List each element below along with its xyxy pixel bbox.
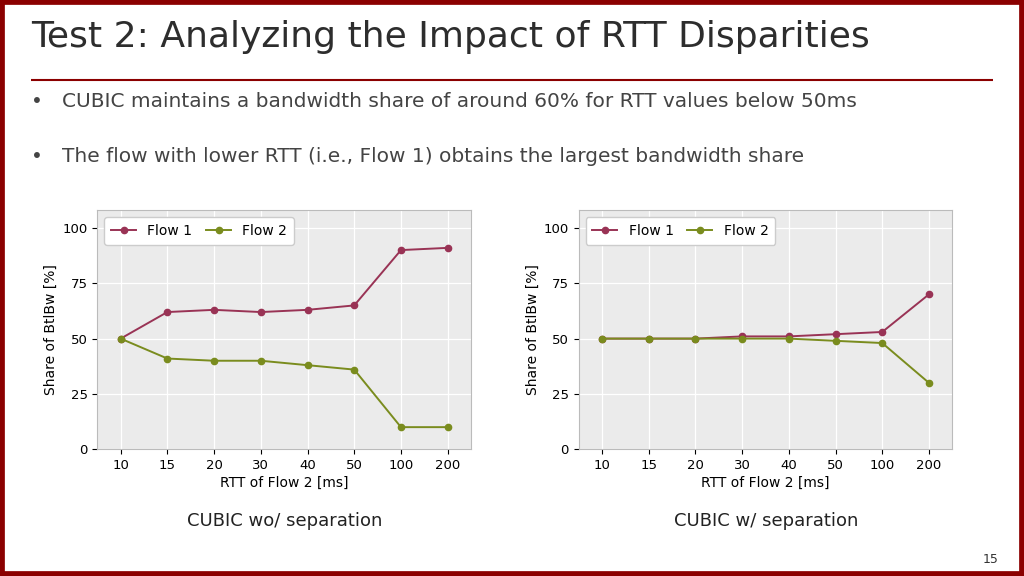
Flow 2	[301, 362, 313, 369]
Legend: Flow 1, Flow 2: Flow 1, Flow 2	[104, 217, 294, 245]
X-axis label: RTT of Flow 2 [ms]: RTT of Flow 2 [ms]	[220, 476, 348, 490]
Flow 2	[208, 357, 220, 364]
Flow 1	[596, 335, 608, 342]
Flow 1	[642, 335, 654, 342]
Flow 2	[829, 338, 842, 344]
Flow 1	[348, 302, 360, 309]
Flow 1	[115, 335, 127, 342]
Flow 2	[348, 366, 360, 373]
Y-axis label: Share of BtlBw [%]: Share of BtlBw [%]	[525, 264, 540, 395]
Text: 15: 15	[982, 552, 998, 566]
X-axis label: RTT of Flow 2 [ms]: RTT of Flow 2 [ms]	[701, 476, 829, 490]
Flow 1	[395, 247, 408, 253]
Flow 2	[255, 357, 267, 364]
Flow 1	[923, 291, 935, 298]
Flow 1	[255, 309, 267, 316]
Flow 1	[877, 328, 889, 335]
Flow 2	[782, 335, 795, 342]
Y-axis label: Share of BtlBw [%]: Share of BtlBw [%]	[44, 264, 58, 395]
Line: Flow 1: Flow 1	[118, 245, 451, 342]
Flow 2	[115, 335, 127, 342]
Flow 1	[829, 331, 842, 338]
Line: Flow 2: Flow 2	[599, 335, 932, 386]
Flow 2	[596, 335, 608, 342]
Flow 1	[208, 306, 220, 313]
Flow 2	[736, 335, 749, 342]
Line: Flow 2: Flow 2	[118, 335, 451, 430]
Flow 2	[441, 424, 454, 431]
Flow 1	[161, 309, 173, 316]
Flow 2	[877, 340, 889, 347]
Flow 1	[441, 244, 454, 251]
Flow 1	[689, 335, 701, 342]
Line: Flow 1: Flow 1	[599, 291, 932, 342]
Flow 2	[923, 380, 935, 386]
Text: Test 2: Analyzing the Impact of RTT Disparities: Test 2: Analyzing the Impact of RTT Disp…	[31, 20, 869, 54]
Text: CUBIC wo/ separation: CUBIC wo/ separation	[187, 512, 382, 530]
Flow 2	[642, 335, 654, 342]
Text: •   The flow with lower RTT (i.e., Flow 1) obtains the largest bandwidth share: • The flow with lower RTT (i.e., Flow 1)…	[31, 147, 804, 166]
Flow 1	[301, 306, 313, 313]
Text: CUBIC w/ separation: CUBIC w/ separation	[674, 512, 858, 530]
Legend: Flow 1, Flow 2: Flow 1, Flow 2	[586, 217, 775, 245]
Flow 2	[161, 355, 173, 362]
Flow 1	[782, 333, 795, 340]
Text: •   CUBIC maintains a bandwidth share of around 60% for RTT values below 50ms: • CUBIC maintains a bandwidth share of a…	[31, 92, 857, 111]
Flow 2	[689, 335, 701, 342]
Flow 1	[736, 333, 749, 340]
Flow 2	[395, 424, 408, 431]
